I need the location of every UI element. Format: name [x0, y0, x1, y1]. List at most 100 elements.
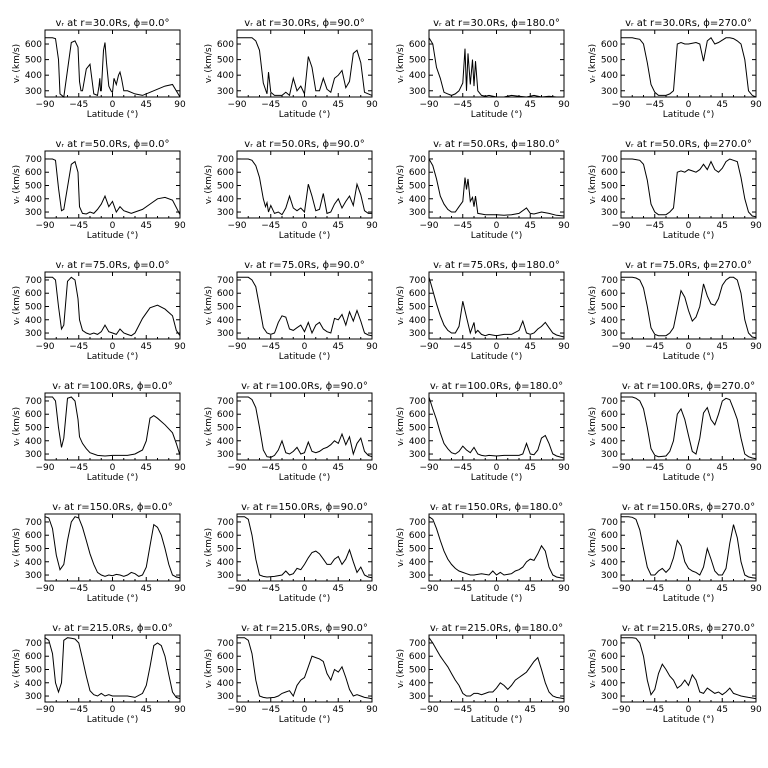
x-axis-label-r1c0: Latitude (°)	[87, 231, 138, 241]
y-tick-label-r3c2-1: 400	[409, 437, 426, 447]
y-axis-label-r3c2: vᵣ (km/s)	[396, 407, 406, 446]
panel-title-r0c0: vᵣ at r=30.0Rs, ϕ=0.0°	[55, 18, 169, 29]
y-tick-label-r4c2-4: 700	[409, 518, 426, 528]
y-tick-label-r3c3-3: 600	[601, 410, 618, 420]
x-axis-label-r0c1: Latitude (°)	[279, 110, 330, 120]
x-tick-label-r2c1-4: 90	[366, 342, 378, 352]
x-tick-label-r4c2-1: −45	[453, 584, 472, 594]
y-tick-label-r5c1-4: 700	[217, 639, 234, 649]
y-tick-label-r0c1-3: 600	[217, 40, 234, 50]
y-tick-label-r4c3-2: 500	[601, 544, 618, 554]
y-tick-label-r5c3-0: 300	[601, 692, 618, 702]
x-tick-label-r5c2-1: −45	[453, 705, 472, 715]
x-tick-label-r1c3-0: −90	[612, 221, 631, 231]
y-axis-label-r2c0: vᵣ (km/s)	[12, 286, 22, 325]
x-tick-label-r4c1-3: 45	[333, 584, 344, 594]
panel-title-r2c0: vᵣ at r=75.0Rs, ϕ=0.0°	[55, 260, 169, 271]
y-tick-label-r4c1-4: 700	[217, 518, 234, 528]
y-axis-label-r2c2: vᵣ (km/s)	[396, 286, 406, 325]
y-tick-label-r2c2-3: 600	[409, 289, 426, 299]
series-line-r5c3	[621, 637, 757, 700]
panel-title-r1c0: vᵣ at r=50.0Rs, ϕ=0.0°	[55, 139, 169, 150]
y-tick-label-r4c0-0: 300	[25, 571, 42, 581]
series-line-r2c2	[428, 277, 565, 338]
y-axis-label-r3c3: vᵣ (km/s)	[588, 407, 598, 446]
y-tick-label-r4c3-0: 300	[601, 571, 618, 581]
series-line-r3c2	[428, 396, 565, 459]
y-tick-label-r5c0-0: 300	[25, 692, 42, 702]
panel-title-r1c2: vᵣ at r=50.0Rs, ϕ=180.0°	[433, 139, 560, 150]
x-axis-label-r4c0: Latitude (°)	[87, 594, 138, 604]
series-line-r0c2	[428, 37, 564, 98]
y-tick-label-r0c0-3: 600	[25, 40, 42, 50]
y-tick-label-r0c3-3: 600	[601, 40, 618, 50]
x-tick-label-r3c1-0: −90	[228, 463, 247, 473]
x-tick-label-r2c2-0: −90	[420, 342, 439, 352]
y-tick-label-r5c3-3: 600	[601, 652, 618, 662]
plot-frame-r2c1	[236, 271, 373, 340]
y-tick-label-r3c1-4: 700	[217, 397, 234, 407]
x-tick-label-r2c0-4: 90	[174, 342, 186, 352]
y-tick-label-r1c1-2: 500	[217, 181, 234, 191]
y-tick-label-r1c0-2: 500	[25, 181, 42, 191]
y-tick-label-r2c0-1: 400	[25, 316, 42, 326]
y-tick-label-r1c2-1: 400	[409, 195, 426, 205]
x-tick-label-r1c1-4: 90	[366, 221, 378, 231]
x-tick-label-r1c2-0: −90	[420, 221, 439, 231]
x-axis-label-r2c3: Latitude (°)	[663, 352, 714, 362]
panel-title-r4c0: vᵣ at r=150.0Rs, ϕ=0.0°	[52, 502, 172, 513]
x-tick-label-r2c0-3: 45	[141, 342, 152, 352]
y-tick-label-r2c1-2: 500	[217, 302, 234, 312]
y-tick-label-r5c2-3: 600	[409, 652, 426, 662]
x-tick-label-r4c0-1: −45	[69, 584, 88, 594]
x-tick-label-r5c0-3: 45	[141, 705, 152, 715]
y-tick-label-r3c1-0: 300	[217, 450, 234, 460]
x-tick-label-r4c0-3: 45	[141, 584, 152, 594]
y-tick-label-r3c3-4: 700	[601, 397, 618, 407]
y-tick-label-r2c2-2: 500	[409, 302, 426, 312]
y-tick-label-r2c1-1: 400	[217, 316, 234, 326]
x-tick-label-r2c3-0: −90	[612, 342, 631, 352]
x-tick-label-r2c2-2: 0	[494, 342, 500, 352]
y-tick-label-r1c3-3: 600	[601, 168, 618, 178]
plot-frame-r5c3	[620, 634, 757, 703]
y-tick-label-r5c3-1: 400	[601, 679, 618, 689]
x-tick-label-r0c1-4: 90	[366, 100, 378, 110]
x-tick-label-r1c3-2: 0	[686, 221, 692, 231]
x-tick-label-r0c3-0: −90	[612, 100, 631, 110]
x-tick-label-r4c2-3: 45	[525, 584, 536, 594]
series-line-r0c3	[621, 37, 757, 98]
x-tick-label-r5c1-0: −90	[228, 705, 247, 715]
y-tick-label-r3c2-4: 700	[409, 397, 426, 407]
x-tick-label-r1c3-3: 45	[717, 221, 728, 231]
x-tick-label-r0c0-1: −45	[69, 100, 88, 110]
x-tick-label-r0c3-3: 45	[717, 100, 728, 110]
y-tick-label-r3c0-4: 700	[25, 397, 42, 407]
y-tick-label-r4c0-1: 400	[25, 558, 42, 568]
y-tick-label-r4c2-0: 300	[409, 571, 426, 581]
y-tick-label-r4c1-3: 600	[217, 531, 234, 541]
x-tick-label-r3c0-3: 45	[141, 463, 152, 473]
x-tick-label-r0c3-1: −45	[645, 100, 664, 110]
x-tick-label-r5c1-2: 0	[302, 705, 308, 715]
y-axis-label-r4c0: vᵣ (km/s)	[12, 528, 22, 567]
series-line-r0c1	[237, 37, 373, 97]
plot-frame-r5c1	[236, 634, 373, 703]
x-tick-label-r0c2-3: 45	[525, 100, 536, 110]
x-tick-label-r1c3-1: −45	[645, 221, 664, 231]
panel-title-r4c1: vᵣ at r=150.0Rs, ϕ=90.0°	[241, 502, 368, 513]
y-tick-label-r5c0-1: 400	[25, 679, 42, 689]
x-axis-label-r5c3: Latitude (°)	[663, 715, 714, 725]
y-tick-label-r2c2-1: 400	[409, 316, 426, 326]
y-tick-label-r1c2-3: 600	[409, 168, 426, 178]
y-tick-label-r3c1-3: 600	[217, 410, 234, 420]
x-axis-label-r5c0: Latitude (°)	[87, 715, 138, 725]
y-tick-label-r3c3-1: 400	[601, 437, 618, 447]
plot-frame-r0c2	[428, 29, 565, 98]
x-tick-label-r4c2-4: 90	[558, 584, 570, 594]
x-tick-label-r0c2-4: 90	[558, 100, 570, 110]
series-line-r3c1	[237, 396, 373, 458]
x-tick-label-r0c0-0: −90	[36, 100, 55, 110]
series-line-r3c0	[45, 396, 181, 457]
x-tick-label-r1c2-4: 90	[558, 221, 570, 231]
